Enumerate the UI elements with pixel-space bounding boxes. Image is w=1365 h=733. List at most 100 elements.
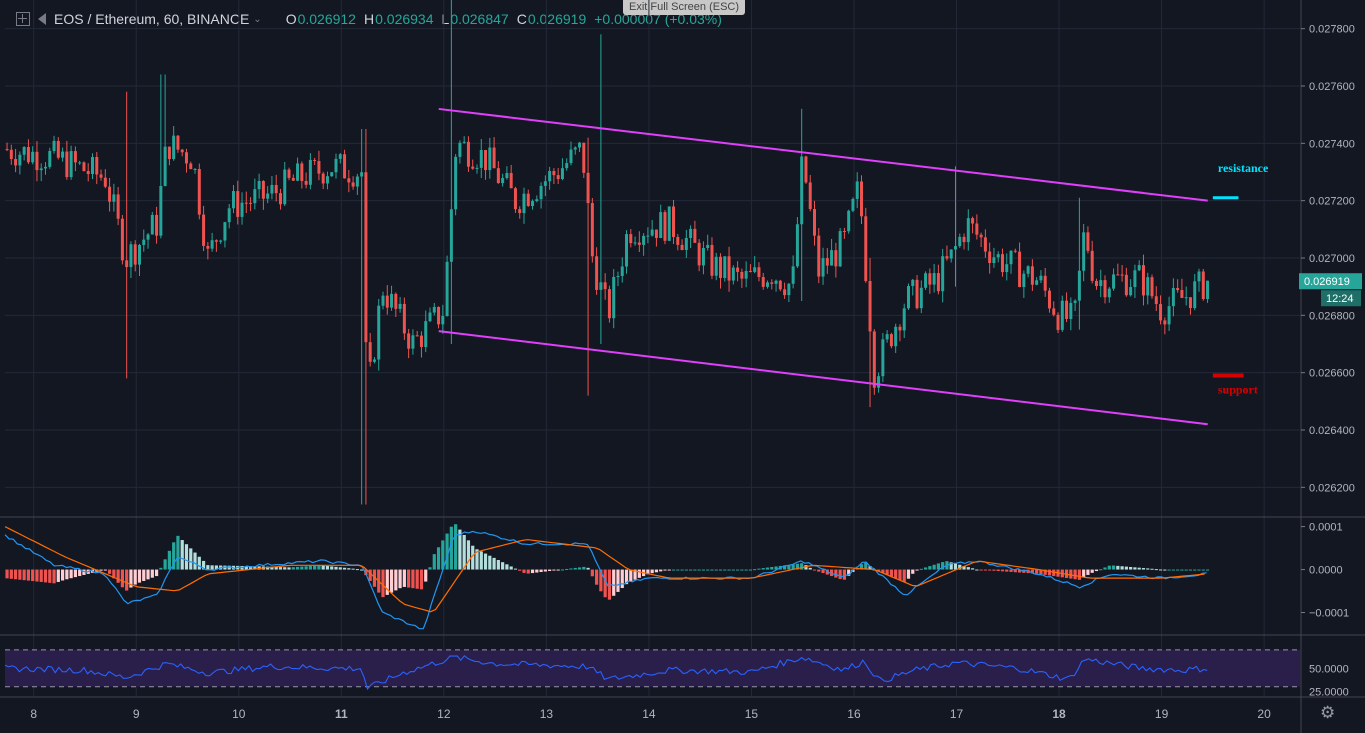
macd-histogram-bar [176,535,180,570]
candle-body [1099,280,1103,286]
candle-body [197,169,201,215]
macd-histogram-bar [1188,569,1193,571]
macd-histogram-bar [710,569,714,571]
candle-body [1039,275,1043,281]
macd-histogram-bar [291,567,295,570]
candle-body [697,242,701,266]
candle-body [133,244,137,265]
time-tick-label: 20 [1257,707,1271,721]
macd-histogram-bar [129,569,133,588]
macd-histogram-bar [607,569,612,600]
candle-body [590,203,594,257]
resistance-label: resistance [1218,161,1269,175]
macd-histogram-bar [244,566,248,570]
macd-histogram-bar [595,569,599,585]
macd-histogram-bar [125,569,129,591]
candle-body [257,180,261,190]
candle-body [744,270,748,279]
candle-body [1184,297,1188,299]
macd-histogram-bar [278,567,283,570]
macd-histogram-bar [646,569,650,575]
candle-body [556,175,560,180]
candle-body [270,184,274,194]
candle-body [1180,290,1184,298]
candle-body [1176,288,1180,291]
macd-histogram-bar [317,565,321,570]
candle-body [484,150,488,171]
candle-body [501,178,505,184]
macd-histogram-bar [120,569,125,588]
macd-histogram-bar [253,566,257,570]
candle-body [39,168,43,171]
candle-body [214,240,218,242]
candle-body [804,156,808,183]
candle-body [1197,271,1201,282]
candle-body [364,172,368,343]
macd-histogram-bar [82,569,86,575]
macd-histogram-bar [898,569,902,581]
macd-histogram-bar [838,569,842,580]
collapse-arrow-icon[interactable] [38,13,46,25]
macd-histogram-bar [970,568,975,570]
gear-icon[interactable]: ⚙ [1320,703,1336,722]
candle-body [112,194,116,202]
macd-histogram-bar [629,569,633,582]
macd-histogram-bar [949,562,953,570]
macd-histogram-bar [355,569,359,571]
rsi-pane [4,649,1300,691]
countdown-label: 12:24 [1326,293,1354,305]
macd-histogram-bar [1154,569,1158,571]
candle-body [1201,271,1205,299]
candle-body [180,149,184,153]
candle-body [184,152,188,164]
macd-histogram-bar [39,569,43,582]
candle-body [1013,250,1017,252]
candle-body [1133,270,1137,288]
macd-histogram-bar [351,568,355,570]
candle-body [266,193,270,199]
symbol-title[interactable]: EOS / Ethereum, 60, BINANCE [54,11,250,27]
macd-histogram-bar [637,569,641,578]
macd-histogram-bar [1107,565,1111,570]
macd-histogram-bar [983,569,987,571]
exit-fullscreen-button[interactable]: Exit Full Screen (ESC) [623,0,746,15]
candle-body [966,218,970,243]
macd-histogram-bar [881,569,885,574]
macd-histogram-bar [962,565,966,570]
candle-body [22,146,26,155]
macd-histogram-bar [671,569,676,571]
candle-body [1030,266,1034,285]
candle-body [924,273,928,288]
candle-body [278,193,282,205]
time-tick-label: 14 [642,707,656,721]
macd-histogram-bar [701,569,706,571]
macd-histogram-bar [736,569,740,571]
candle-body [988,251,992,264]
macd-histogram-bar [1005,569,1009,572]
candle-body [911,279,915,287]
candle-body [654,229,658,239]
plus-square-icon[interactable] [16,12,30,26]
macd-histogram-bar [18,569,22,580]
macd-histogram-bar [159,567,163,570]
macd-histogram-bar [385,569,389,595]
macd-histogram-bar [462,534,466,570]
candle-body [573,147,577,150]
macd-histogram-bar [556,569,560,571]
chevron-down-icon[interactable]: ⌄ [253,13,262,25]
candle-body [424,321,428,347]
candle-body [1090,250,1094,281]
candle-body [625,234,629,267]
candle-body [26,146,30,163]
macd-histogram-bar [283,567,287,570]
candle-body [223,222,227,241]
close-value: 0.026919 [527,11,587,27]
macd-histogram-bar [454,524,458,570]
candle-body [116,194,120,219]
candle-body [992,257,996,264]
candle-body [206,245,210,249]
candle-body [86,171,90,174]
macd-histogram-bar [338,567,342,570]
candle-body [919,287,923,309]
